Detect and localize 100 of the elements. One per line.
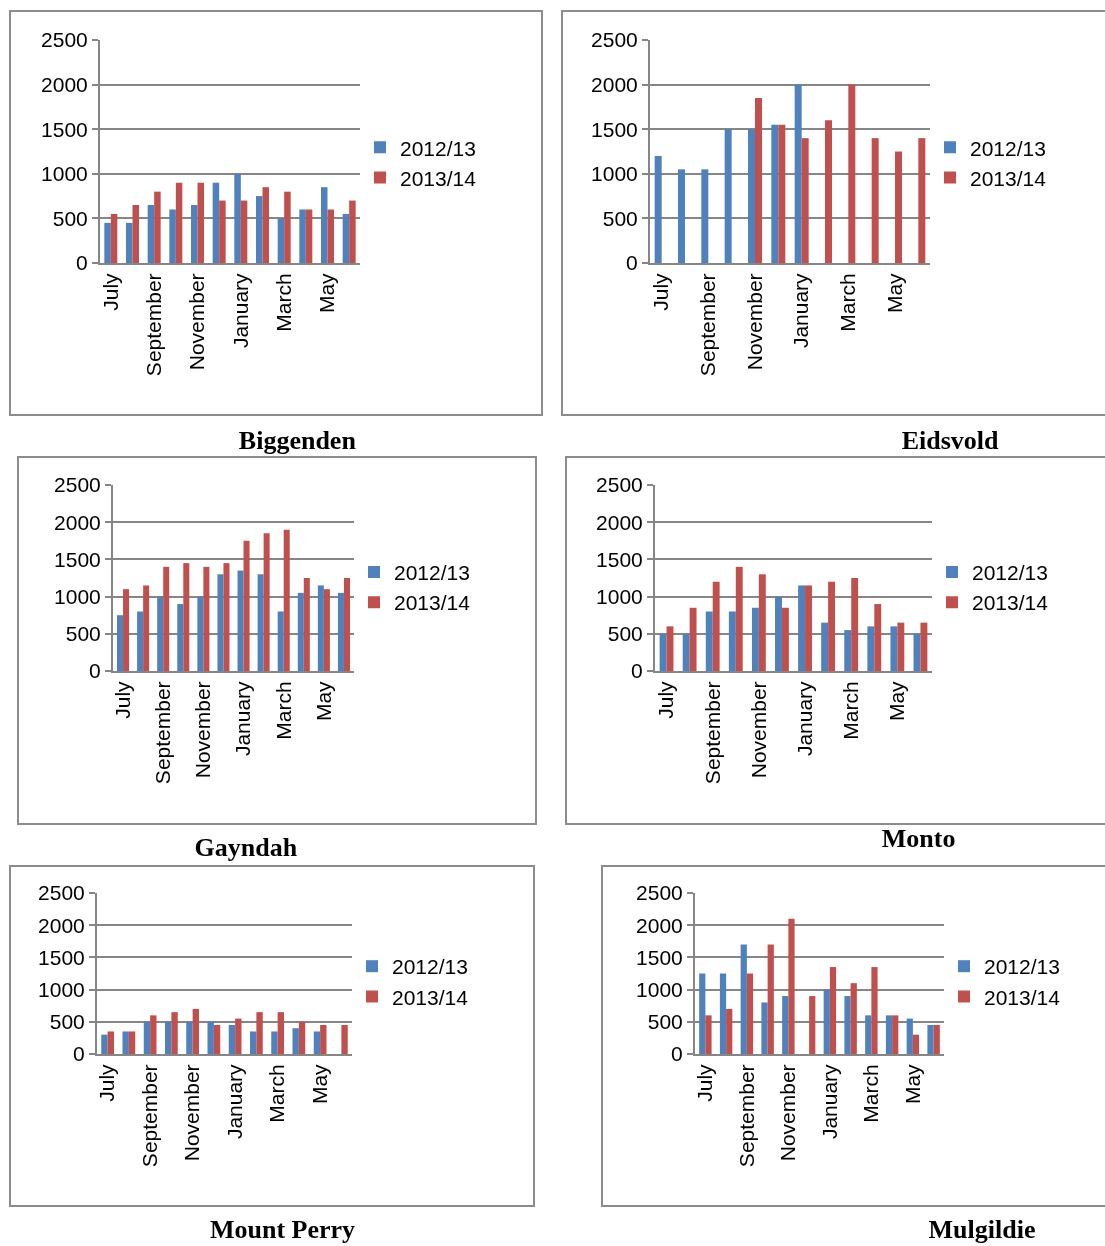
y-tick-label: 500 [65, 622, 101, 646]
bar [892, 1015, 899, 1054]
y-tick-label: 1000 [54, 584, 101, 608]
text: Gayndah [194, 833, 298, 862]
bar [137, 611, 144, 671]
bar [327, 209, 334, 263]
x-tick-label: March [272, 273, 295, 332]
bar [298, 1021, 306, 1054]
bar [746, 973, 754, 1054]
bar [689, 607, 697, 671]
x-tick-label: September [696, 273, 720, 377]
bar [207, 1021, 214, 1054]
x-tick-label: January [231, 680, 255, 757]
bar [349, 200, 356, 263]
x-tick-label: May [315, 272, 339, 314]
text: Mount Perry [209, 1215, 356, 1244]
y-tick-label: 1500 [54, 547, 101, 571]
y-tick-label: 1000 [38, 977, 85, 1001]
bar [735, 566, 743, 671]
bar [906, 1018, 913, 1054]
bar [920, 622, 928, 671]
x-tick-label: July [98, 272, 122, 311]
x-tick-label: March [265, 1064, 289, 1123]
legend-label: 2012/13 [394, 561, 470, 585]
bar [122, 1031, 129, 1054]
bar [788, 918, 795, 1054]
y-tick-label: 1500 [38, 945, 85, 969]
y-tick-label: 1000 [41, 162, 88, 186]
bar [128, 1031, 136, 1054]
y-tick-label: 1000 [596, 584, 643, 608]
x-tick-label: January [789, 272, 813, 349]
bar [219, 200, 226, 263]
bar [654, 155, 662, 263]
bar [317, 585, 324, 671]
y-tick-label: 500 [52, 206, 88, 230]
y-tick-label: 2000 [636, 913, 683, 937]
x-tick-label: July [654, 680, 678, 719]
bar [143, 1021, 151, 1054]
x-tick-label: July [649, 272, 673, 311]
legend-label: 2012/13 [970, 136, 1046, 160]
bar [874, 604, 882, 671]
bar [154, 191, 161, 263]
bar [823, 989, 830, 1054]
bar [782, 996, 789, 1054]
x-tick-label: September [141, 273, 165, 377]
bar [320, 1025, 327, 1054]
x-tick-label: November [180, 1064, 204, 1162]
bar [240, 200, 248, 263]
y-tick-label: 1500 [591, 117, 638, 141]
bar [794, 84, 802, 263]
bar [719, 973, 727, 1054]
bar [701, 169, 709, 263]
x-tick-label: July [95, 1063, 119, 1102]
bar [262, 187, 269, 263]
bar [851, 578, 859, 671]
legend-label: 2013/14 [972, 591, 1049, 615]
bar [865, 1015, 872, 1054]
x-tick-label: July [110, 680, 134, 719]
bar [243, 540, 250, 671]
bar [748, 129, 755, 263]
bar [871, 138, 879, 263]
y-tick-label: 2500 [636, 881, 683, 905]
bar [123, 589, 130, 671]
legend-label: 2013/14 [394, 591, 471, 615]
bar [110, 213, 118, 263]
bar [781, 607, 789, 671]
bar [343, 578, 350, 671]
bar [867, 626, 875, 671]
bar [277, 1012, 284, 1054]
bar [297, 592, 304, 671]
bar [337, 592, 344, 671]
y-tick-label: 2000 [41, 72, 88, 96]
y-tick-label: 500 [49, 1010, 85, 1034]
x-tick-label: November [776, 1064, 800, 1162]
bar [104, 222, 111, 263]
x-tick-label: September [137, 1064, 161, 1168]
x-tick-label: January [222, 1063, 246, 1140]
bar [284, 191, 291, 263]
bar [682, 633, 690, 671]
y-tick-label: 0 [89, 659, 101, 683]
bar [143, 585, 150, 671]
x-tick-label: November [746, 681, 770, 779]
bar [801, 138, 809, 263]
bar [299, 209, 306, 263]
bar [165, 1021, 172, 1054]
bar [163, 566, 170, 671]
x-tick-label: July [693, 1063, 717, 1102]
x-tick-label: May [885, 680, 909, 722]
bar [678, 169, 685, 263]
bar [263, 533, 270, 671]
bar [169, 209, 176, 263]
legend-label: 2013/14 [970, 166, 1047, 190]
bar [848, 84, 856, 263]
bar [191, 205, 198, 263]
bar [305, 209, 313, 263]
x-tick-label: November [191, 681, 215, 779]
y-tick-label: 0 [626, 251, 638, 275]
bar [726, 1008, 733, 1054]
bar [212, 182, 220, 263]
x-tick-label: May [900, 1063, 924, 1105]
